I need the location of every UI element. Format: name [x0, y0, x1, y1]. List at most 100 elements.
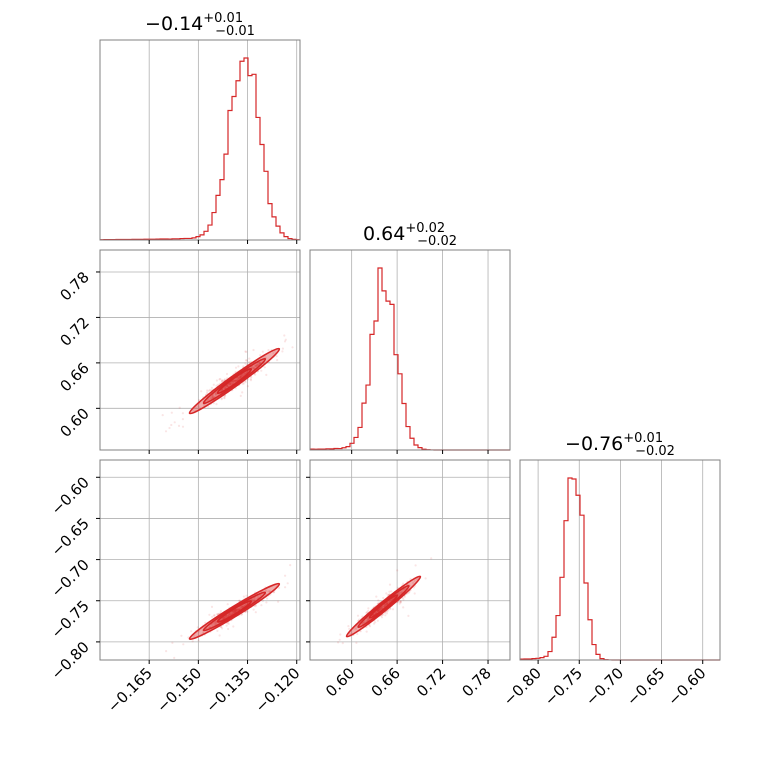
sample-point-2-1-229	[412, 581, 415, 585]
sample-point-1-0-202	[263, 366, 266, 369]
sample-point-1-0-293	[173, 421, 176, 424]
sample-point-1-0-161	[237, 365, 240, 368]
sample-point-2-0-374	[261, 599, 264, 602]
sample-point-1-0-590	[248, 357, 251, 360]
sample-point-2-1-693	[377, 608, 380, 612]
grid-2-1	[310, 460, 510, 660]
sample-point-1-0-323	[233, 380, 236, 383]
sample-point-1-0-569	[239, 376, 242, 379]
sample-point-1-0-355	[230, 382, 233, 385]
sample-point-2-0-663	[236, 608, 239, 611]
sample-point-2-0-569	[234, 609, 237, 612]
sample-point-2-0-352	[222, 616, 225, 620]
sample-point-2-0-530	[214, 620, 217, 624]
ytick-label-2-4: −0.60	[48, 473, 93, 518]
sample-point-1-0-312	[223, 387, 227, 390]
sample-point-2-0-305	[223, 615, 227, 619]
sample-point-2-0-633	[193, 634, 196, 637]
sample-point-1-0-96	[263, 356, 266, 359]
sample-point-1-0-256	[240, 374, 243, 377]
sample-point-2-1-278	[415, 578, 418, 581]
panel-frame-1-1	[309, 249, 511, 451]
sample-point-2-1-205	[377, 609, 380, 612]
sample-point-1-0-63	[255, 362, 258, 366]
sample-point-2-0-76	[216, 629, 219, 633]
sample-point-1-0-181	[254, 373, 257, 376]
sample-point-1-0-491	[234, 379, 237, 382]
sample-point-1-0-4	[226, 385, 230, 388]
sample-point-2-0-481	[235, 609, 238, 612]
sample-point-2-0-342	[235, 609, 238, 612]
contour-2-1-0	[368, 594, 399, 619]
sample-point-1-0-191	[255, 364, 258, 367]
sample-point-1-0-447	[218, 378, 221, 381]
sample-point-2-0-173	[244, 603, 247, 606]
panel-bg-1-1	[310, 250, 510, 450]
sample-point-1-0-412	[209, 397, 212, 400]
sample-point-1-0-280	[225, 386, 228, 389]
sample-point-2-0-507	[233, 611, 236, 614]
sample-point-2-0-211	[265, 590, 268, 593]
sample-point-2-1-93	[388, 600, 391, 603]
title-param-2-plus: +0.02	[405, 221, 445, 236]
sample-point-2-0-46	[233, 611, 236, 614]
grid-2-0	[100, 460, 300, 660]
sample-point-1-0-182	[239, 375, 242, 378]
sample-point-1-0-164	[216, 393, 219, 396]
sample-point-2-1-445	[399, 600, 402, 603]
title-param-3-plus: +0.01	[623, 431, 663, 446]
sample-point-2-0-536	[225, 624, 228, 627]
sample-point-2-1-503	[380, 606, 384, 610]
sample-point-1-0-70	[200, 390, 203, 393]
sample-point-1-0-26	[234, 379, 237, 382]
sample-point-2-0-598	[267, 590, 270, 593]
sample-point-2-0-677	[237, 608, 240, 611]
sample-point-2-0-575	[222, 617, 225, 620]
sample-point-2-1-178	[367, 618, 370, 621]
ytick-label-1-3: 0.78	[56, 268, 92, 304]
sample-point-2-1-380	[376, 610, 379, 613]
sample-point-2-0-154	[235, 608, 238, 611]
sample-point-1-0-135	[223, 396, 226, 399]
sample-point-1-0-167	[208, 388, 211, 391]
sample-point-2-1-323	[380, 607, 383, 610]
sample-point-1-0-637	[237, 376, 240, 379]
xtick-label-2-0: −0.80	[500, 664, 545, 709]
sample-point-1-0-563	[220, 380, 224, 383]
sample-point-2-0-408	[268, 590, 271, 593]
sample-point-2-1-298	[388, 583, 392, 586]
sample-point-2-0-560	[240, 613, 243, 616]
sample-point-2-1-393	[366, 611, 369, 614]
sample-point-1-0-243	[234, 366, 238, 369]
sample-point-1-0-128	[234, 379, 237, 382]
sample-point-2-0-423	[236, 609, 239, 612]
sample-point-1-0-609	[233, 380, 236, 383]
sample-point-2-1-465	[377, 609, 380, 612]
xtick-label-2-1: −0.75	[541, 664, 586, 709]
sample-point-1-0-62	[256, 363, 259, 366]
sample-point-1-0-438	[232, 381, 235, 384]
sample-point-2-1-530	[361, 622, 364, 625]
sample-point-1-0-242	[192, 409, 195, 412]
sample-point-2-0-53	[231, 611, 234, 614]
sample-point-2-1-387	[382, 596, 385, 600]
sample-point-1-0-379	[211, 395, 214, 399]
sample-point-2-1-73	[348, 627, 351, 631]
title-param-2: 0.64+0.02 −0.02	[363, 221, 457, 249]
sample-point-2-1-364	[387, 601, 390, 605]
sample-point-2-0-159	[218, 634, 221, 637]
sample-point-2-1-642	[399, 601, 402, 604]
sample-point-2-0-262	[234, 609, 237, 612]
sample-point-2-1-358	[400, 591, 403, 594]
sample-point-2-1-442	[400, 590, 403, 593]
sample-point-2-0-96	[246, 610, 249, 613]
sample-point-2-1-440	[379, 608, 382, 611]
sample-point-1-0-85	[235, 379, 238, 382]
xtick-label-1-3: 0.78	[459, 664, 495, 700]
sample-point-2-1-57	[424, 577, 427, 580]
sample-point-2-0-137	[235, 608, 238, 612]
sample-point-2-0-89	[213, 614, 216, 617]
sample-point-2-1-257	[430, 557, 433, 560]
sample-point-2-1-328	[380, 606, 384, 609]
